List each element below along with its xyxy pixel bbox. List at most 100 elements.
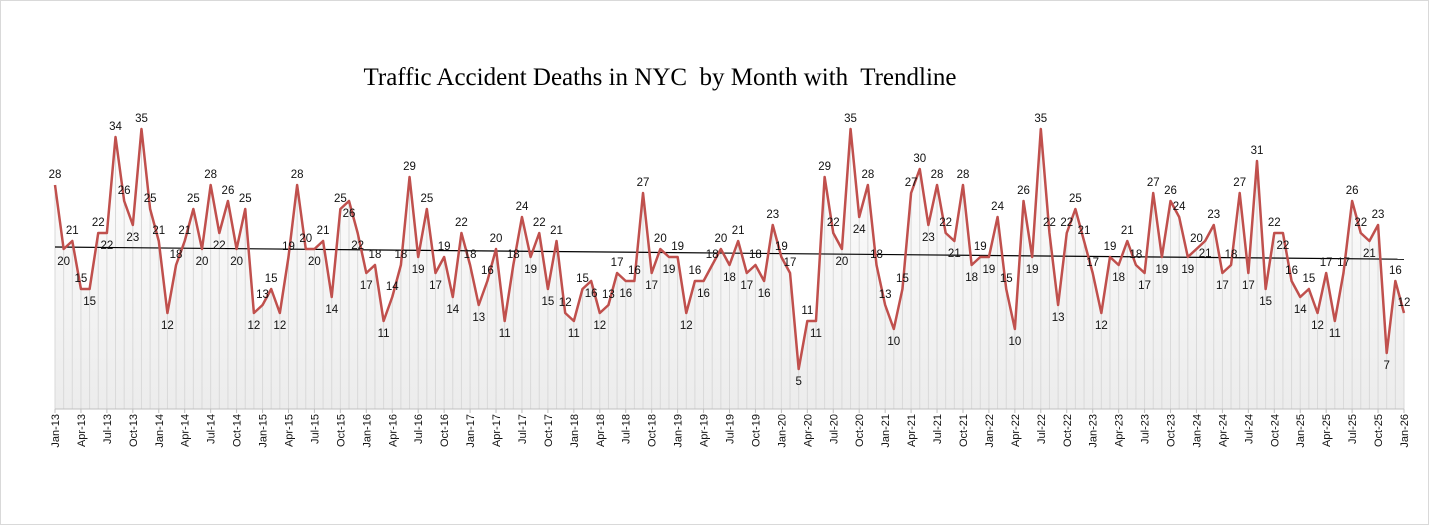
data-label: 19 (282, 241, 295, 253)
data-label: 16 (1389, 265, 1402, 277)
data-label: 16 (1285, 265, 1298, 277)
x-tick-label: Apr-19 (699, 414, 711, 447)
data-label: 19 (983, 264, 996, 276)
data-label: 19 (1104, 241, 1117, 253)
x-tick-label: Apr-15 (283, 414, 295, 447)
data-label: 14 (325, 304, 338, 316)
x-tick-label: Oct-15 (335, 414, 347, 447)
data-label: 12 (1095, 320, 1108, 332)
data-label: 22 (1354, 217, 1367, 229)
data-label: 23 (922, 232, 935, 244)
data-label: 15 (1259, 296, 1272, 308)
data-label: 17 (1337, 257, 1350, 269)
x-tick-label: Apr-24 (1217, 414, 1229, 447)
x-tick-label: Jan-23 (1088, 414, 1100, 448)
x-tick-label: Jul-23 (1140, 414, 1152, 444)
data-label: 25 (1069, 193, 1082, 205)
data-label: 15 (542, 296, 555, 308)
data-label: 18 (723, 272, 736, 284)
data-label: 14 (1294, 304, 1307, 316)
data-label: 12 (593, 320, 606, 332)
x-tick-label: Oct-22 (1062, 414, 1074, 447)
data-label: 15 (1302, 273, 1315, 285)
data-label: 20 (654, 233, 667, 245)
data-label: 18 (394, 249, 407, 261)
data-label: 18 (1130, 249, 1143, 261)
x-tick-label: Apr-16 (387, 414, 399, 447)
data-label: 23 (1372, 209, 1385, 221)
data-label: 21 (1121, 225, 1134, 237)
data-label: 22 (100, 240, 113, 252)
data-label: 19 (1026, 264, 1039, 276)
data-label: 16 (628, 265, 641, 277)
x-tick-label: Jan-22 (984, 414, 996, 448)
data-label: 12 (1398, 297, 1411, 309)
data-label: 17 (1086, 257, 1099, 269)
data-label: 19 (1181, 264, 1194, 276)
data-label: 12 (559, 297, 572, 309)
data-label: 13 (256, 289, 269, 301)
x-tick-label: Apr-23 (1114, 414, 1126, 447)
x-tick-label: Apr-17 (491, 414, 503, 447)
data-label: 22 (827, 217, 840, 229)
data-label: 18 (706, 249, 719, 261)
data-label: 23 (766, 209, 779, 221)
x-tick-label: Jul-16 (413, 414, 425, 444)
data-label: 19 (1155, 264, 1168, 276)
data-label: 19 (412, 264, 425, 276)
data-label: 35 (844, 113, 857, 125)
data-label: 11 (378, 328, 390, 340)
data-label: 17 (429, 280, 442, 292)
data-label: 18 (965, 272, 978, 284)
data-label: 23 (126, 232, 139, 244)
data-label: 11 (499, 328, 511, 340)
data-label: 19 (663, 264, 676, 276)
data-label: 20 (299, 233, 312, 245)
x-tick-label: Oct-25 (1373, 414, 1385, 447)
x-tick-label: Oct-16 (439, 414, 451, 447)
data-label: 20 (490, 233, 503, 245)
data-label: 22 (533, 217, 546, 229)
x-tick-label: Oct-13 (128, 414, 140, 447)
x-tick-label: Jan-24 (1191, 414, 1203, 448)
data-label: 22 (1268, 217, 1281, 229)
data-label: 26 (1346, 185, 1359, 197)
data-label: 26 (1164, 185, 1177, 197)
x-tick-label: Jul-22 (1036, 414, 1048, 444)
x-tick-label: Oct-17 (543, 414, 555, 447)
data-label: 12 (161, 320, 174, 332)
data-label: 20 (196, 256, 209, 268)
data-label: 17 (1242, 280, 1255, 292)
data-label: 13 (602, 289, 615, 301)
x-tick-label: Oct-19 (750, 414, 762, 447)
data-label: 22 (1060, 217, 1073, 229)
data-label: 15 (75, 273, 88, 285)
x-tick-label: Jul-25 (1347, 414, 1359, 444)
data-label: 12 (1311, 320, 1324, 332)
data-label: 15 (896, 273, 909, 285)
data-label: 12 (273, 320, 286, 332)
data-label: 22 (455, 217, 468, 229)
x-tick-label: Apr-20 (802, 414, 814, 447)
x-tick-label: Apr-22 (1010, 414, 1022, 447)
data-label: 16 (481, 265, 494, 277)
data-label: 11 (810, 328, 822, 340)
data-label: 24 (1173, 201, 1186, 213)
data-label: 14 (386, 281, 399, 293)
data-label: 18 (1112, 272, 1125, 284)
data-label: 21 (948, 248, 961, 260)
x-tick-label: Oct-20 (854, 414, 866, 447)
data-label: 21 (317, 225, 330, 237)
data-label: 7 (1384, 360, 1390, 372)
data-label: 26 (1017, 185, 1030, 197)
data-label: 20 (57, 256, 70, 268)
data-label: 19 (974, 241, 987, 253)
data-label: 5 (795, 376, 801, 388)
data-label: 28 (861, 169, 874, 181)
data-label: 11 (1329, 328, 1341, 340)
x-tick-label: Jan-16 (361, 414, 373, 448)
data-label: 10 (1008, 336, 1021, 348)
x-tick-label: Jan-18 (569, 414, 581, 448)
data-label: 28 (204, 169, 217, 181)
data-label: 18 (1225, 249, 1238, 261)
